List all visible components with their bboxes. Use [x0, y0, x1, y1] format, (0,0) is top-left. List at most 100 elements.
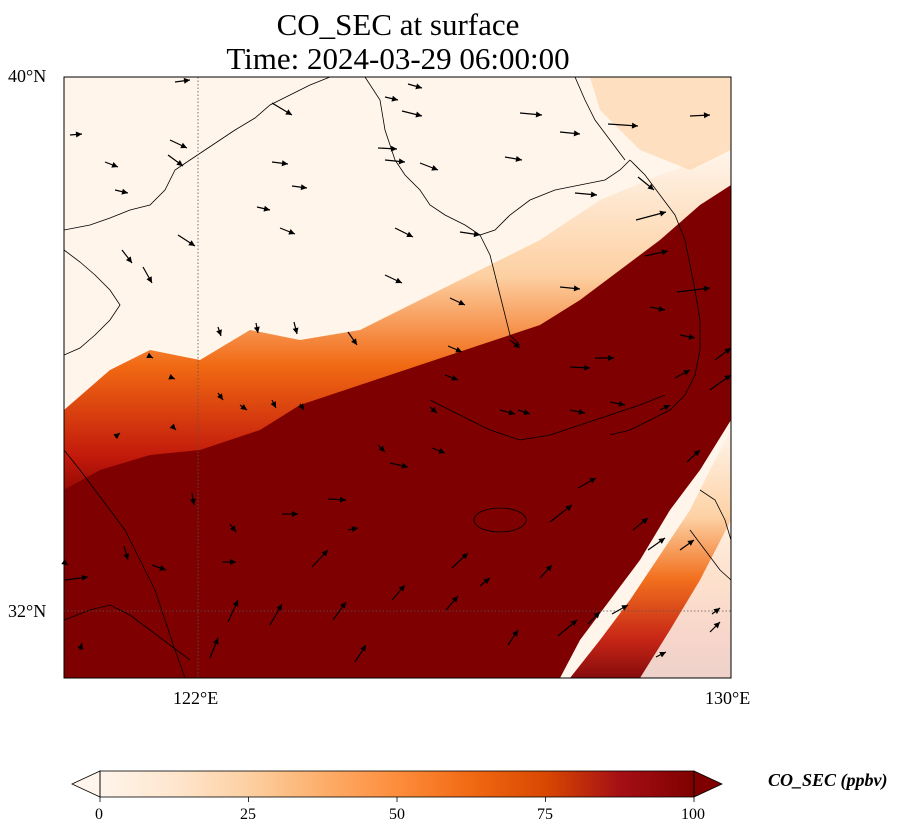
wind-arrow-head — [398, 158, 405, 165]
plume-core — [64, 185, 731, 678]
wind-arrow-head — [573, 285, 580, 292]
wind-arrow-head — [703, 112, 710, 119]
wind-arrow-head — [285, 109, 292, 115]
wind-arrow-head — [724, 348, 731, 354]
wind-arrow-head — [535, 111, 542, 118]
wind-arrow-head — [483, 578, 490, 585]
wind-arrow-head — [263, 205, 270, 212]
lon-tick-label: 130°E — [705, 688, 751, 708]
wind-arrow-head — [401, 462, 408, 469]
wind-arrow-head — [713, 622, 720, 629]
wind-arrow-head — [230, 559, 236, 565]
wind-arrow-head — [216, 329, 222, 336]
wind-arrow-head — [169, 423, 176, 430]
wind-arrow-head — [523, 409, 530, 415]
wind-arrow-head — [159, 565, 166, 571]
wind-arrow-head — [688, 333, 695, 340]
wind-arrow-head — [190, 498, 196, 505]
wind-arrow-head — [683, 370, 690, 376]
wind-arrow-head — [570, 620, 577, 627]
wind-arrow-head — [395, 277, 402, 284]
wind-arrow-head — [146, 352, 153, 358]
wind-arrow-head — [300, 184, 307, 191]
wind-arrow-head — [512, 630, 518, 637]
wind-arrow-head — [661, 249, 668, 256]
wind-arrow-head — [230, 525, 236, 532]
wind-arrow-head — [583, 364, 590, 371]
wind-arrow-head — [458, 299, 465, 306]
wind-arrow-head — [473, 231, 480, 238]
wind-arrow-head — [455, 346, 462, 353]
map-subtitle: Time: 2024-03-29 06:00:00 — [226, 41, 570, 76]
concentration-field — [64, 77, 731, 678]
wind-arrow-head — [641, 518, 648, 525]
colorbar-tick-label: 0 — [95, 806, 103, 823]
wind-arrow-head — [687, 540, 694, 546]
colorbar-tick-label: 75 — [537, 806, 553, 823]
wind-arrow-head — [81, 574, 88, 581]
wind-arrow-head — [176, 160, 183, 166]
wind-arrow-head — [270, 401, 276, 408]
wind-arrow-head — [340, 602, 346, 609]
wind-arrow-head — [240, 404, 247, 410]
colorbar — [71, 770, 723, 802]
wind-arrow-head — [578, 408, 585, 415]
wind-arrow-head — [508, 409, 515, 416]
wind-arrow-head — [415, 111, 422, 118]
colorbar-label: CO_SEC (ppbv) — [768, 770, 888, 790]
wind-arrow-head — [663, 405, 670, 411]
lon-tick-label: 122°E — [173, 688, 219, 708]
wind-arrow-head — [183, 77, 190, 84]
wind-arrow-head — [288, 228, 295, 235]
wind-arrow-head — [593, 612, 600, 619]
wind-arrow-head — [111, 162, 118, 168]
wind-arrow-head — [180, 142, 187, 149]
colorbar-tick-label: 25 — [240, 806, 256, 823]
wind-arrow-head — [292, 511, 298, 517]
wind-arrow-head — [276, 604, 282, 611]
wind-arrow-head — [398, 585, 405, 592]
wind-arrow-head — [545, 565, 552, 572]
wind-arrow-head — [77, 643, 84, 650]
wind-arrow-head — [451, 375, 458, 381]
wind-arrow-head — [658, 538, 665, 544]
wind-arrow-head — [113, 433, 120, 440]
wind-arrow-head — [659, 210, 666, 217]
wind-arrow-head — [351, 526, 358, 533]
wind-arrow-head — [339, 496, 346, 503]
wind-arrow-head — [378, 445, 385, 452]
colorbar-tick-label: 50 — [389, 806, 405, 823]
wind-arrow-head — [146, 276, 152, 283]
wind-arrow-head — [621, 605, 628, 611]
colorbar-tick-label: 100 — [681, 806, 705, 823]
wind-arrow-head — [121, 188, 128, 195]
wind-arrow-head — [61, 559, 68, 565]
wind-arrow-head — [573, 130, 580, 137]
map-title: CO_SEC at surface — [276, 7, 520, 42]
wind-arrow-head — [390, 145, 397, 152]
map-frame — [63, 76, 732, 679]
wind-arrow-head — [188, 240, 195, 246]
lat-tick-label: 40°N — [8, 66, 47, 86]
wind-arrow-head — [438, 448, 445, 454]
wind-arrow-head — [217, 393, 223, 400]
coastlines — [64, 77, 731, 678]
wind-arrow-head — [451, 596, 458, 603]
wind-arrow-head — [232, 600, 239, 607]
lat-tick-label: 32°N — [8, 601, 47, 621]
wind-arrow-head — [391, 95, 398, 102]
wind-arrow-head — [253, 326, 260, 333]
wind-arrow-head — [461, 553, 468, 560]
wind-arrow-head — [125, 256, 132, 263]
wind-arrow-head — [713, 608, 720, 614]
wind-arrow-head — [281, 160, 288, 167]
wind-arrow-head — [724, 375, 731, 381]
wind-arrow-head — [351, 338, 357, 345]
wind-arrows — [61, 77, 732, 663]
wind-arrow-head — [212, 638, 219, 645]
wind-arrow-head — [415, 83, 422, 90]
plume-transition-band — [64, 150, 731, 510]
wind-arrow-head — [659, 652, 666, 658]
wind-arrow-head — [168, 373, 175, 380]
